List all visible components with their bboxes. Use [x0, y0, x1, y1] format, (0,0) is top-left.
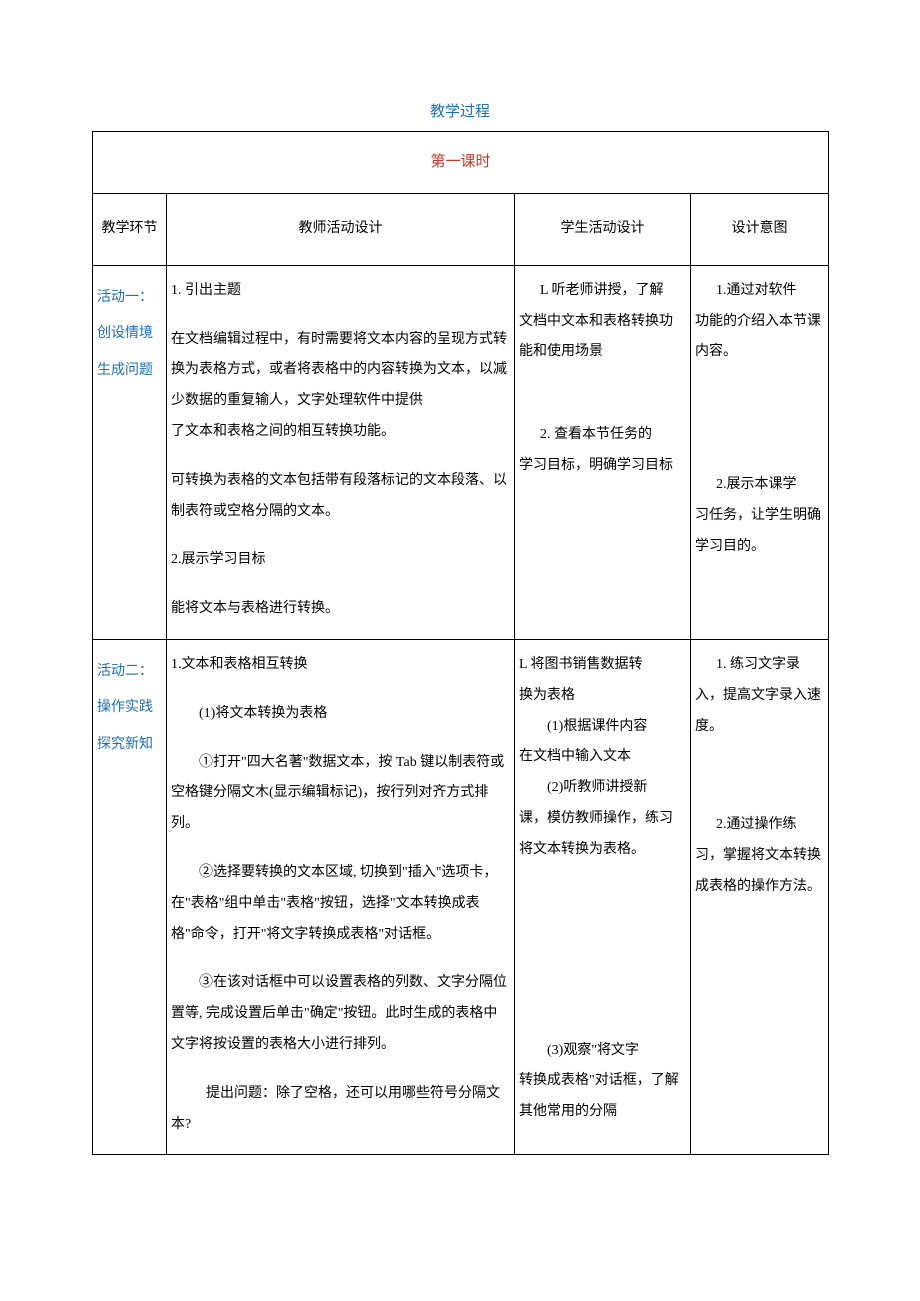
phase-line: 操作实践: [97, 690, 162, 726]
teacher-cell: 1.文本和表格相互转换 (1)将文本转换为表格 ①打开"四大名著"数据文本，按 …: [167, 639, 515, 1154]
intent-text: 习任务，让学生明确学习目的。: [695, 501, 824, 563]
student-text: (1)根据课件内容: [519, 712, 686, 743]
header-row: 教学环节 教师活动设计 学生活动设计 设计意图: [93, 194, 829, 266]
teacher-heading: 1.文本和表格相互转换: [171, 650, 510, 681]
teacher-text: 了文本和表格之间的相互转换功能。: [171, 417, 510, 448]
teacher-text: 提出问题：除了空格，还可以用哪些符号分隔文本?: [171, 1079, 510, 1141]
student-text: 转换成表格"对话框，了解其他常用的分隔: [519, 1066, 686, 1128]
phase-line: 生成问题: [97, 353, 162, 389]
teacher-text: 在文档编辑过程中，有时需要将文本内容的呈现方式转换为表格方式，或者将表格中的内容…: [171, 325, 510, 417]
student-text: 换为表格: [519, 681, 686, 712]
student-text: 在文档中输入文本: [519, 742, 686, 773]
intent-text: 2.展示本课学: [695, 470, 824, 501]
intent-text: 1.通过对软件: [695, 276, 824, 307]
teacher-text: ②选择要转换的文本区域, 切换到"插入"选项卡，在"表格"组中单击"表格"按钮，…: [171, 858, 510, 950]
phase-cell: 活动二： 操作实践 探究新知: [93, 639, 167, 1154]
intent-text: 1. 练习文字录: [695, 650, 824, 681]
student-text: L 听老师讲授，了解: [519, 276, 686, 307]
student-text: 课，模仿教师操作，练习将文本转换为表格。: [519, 804, 686, 866]
student-text: (3)观察"将文字: [519, 1036, 686, 1067]
teacher-text: 可转换为表格的文本包括带有段落标记的文本段落、以制表符或空格分隔的文本。: [171, 466, 510, 528]
phase-line: 创设情境: [97, 316, 162, 352]
student-text: L 将图书销售数据转: [519, 650, 686, 681]
phase-line: 探究新知: [97, 727, 162, 763]
header-teacher: 教师活动设计: [167, 194, 515, 266]
session-row: 第一课时: [93, 132, 829, 194]
teacher-text: ①打开"四大名著"数据文本，按 Tab 键以制表符或空格键分隔文木(显示编辑标记…: [171, 748, 510, 840]
teacher-text: (1)将文本转换为表格: [171, 699, 510, 730]
table-row: 活动二： 操作实践 探究新知 1.文本和表格相互转换 (1)将文本转换为表格 ①…: [93, 639, 829, 1154]
student-text: (2)听教师讲授新: [519, 773, 686, 804]
student-text: 学习目标，明确学习目标: [519, 451, 686, 482]
header-phase: 教学环节: [93, 194, 167, 266]
lesson-table: 第一课时 教学环节 教师活动设计 学生活动设计 设计意图 活动一： 创设情境 生…: [92, 131, 829, 1155]
intent-text: 功能的介绍入本节课内容。: [695, 307, 824, 369]
session-title: 第一课时: [93, 132, 829, 194]
student-cell: L 将图书销售数据转 换为表格 (1)根据课件内容 在文档中输入文本 (2)听教…: [515, 639, 691, 1154]
page: 教学过程 第一课时 教学环节 教师活动设计 学生活动设计 设计意图 活动一： 创…: [0, 0, 920, 1215]
phase-line: 活动一：: [97, 280, 162, 316]
student-text: 2. 查看本节任务的: [519, 420, 686, 451]
table-row: 活动一： 创设情境 生成问题 1. 引出主题 在文档编辑过程中，有时需要将文本内…: [93, 265, 829, 639]
teacher-heading: 2.展示学习目标: [171, 545, 510, 576]
phase-line: 活动二：: [97, 654, 162, 690]
intent-cell: 1.通过对软件 功能的介绍入本节课内容。 2.展示本课学 习任务，让学生明确学习…: [691, 265, 829, 639]
teacher-text: ③在该对话框中可以设置表格的列数、文字分隔位置等, 完成设置后单击"确定"按钮。…: [171, 968, 510, 1060]
student-cell: L 听老师讲授，了解 文档中文本和表格转换功能和使用场景 2. 查看本节任务的 …: [515, 265, 691, 639]
teacher-cell: 1. 引出主题 在文档编辑过程中，有时需要将文本内容的呈现方式转换为表格方式，或…: [167, 265, 515, 639]
intent-text: 习，掌握将文本转换成表格的操作方法。: [695, 841, 824, 903]
student-text: 文档中文本和表格转换功能和使用场景: [519, 307, 686, 369]
intent-cell: 1. 练习文字录 入，提高文字录入速度。 2.通过操作练 习，掌握将文本转换成表…: [691, 639, 829, 1154]
header-student: 学生活动设计: [515, 194, 691, 266]
phase-cell: 活动一： 创设情境 生成问题: [93, 265, 167, 639]
header-intent: 设计意图: [691, 194, 829, 266]
page-title: 教学过程: [92, 100, 828, 121]
intent-text: 2.通过操作练: [695, 810, 824, 841]
teacher-text: 能将文本与表格进行转换。: [171, 594, 510, 625]
teacher-heading: 1. 引出主题: [171, 276, 510, 307]
intent-text: 入，提高文字录入速度。: [695, 681, 824, 743]
